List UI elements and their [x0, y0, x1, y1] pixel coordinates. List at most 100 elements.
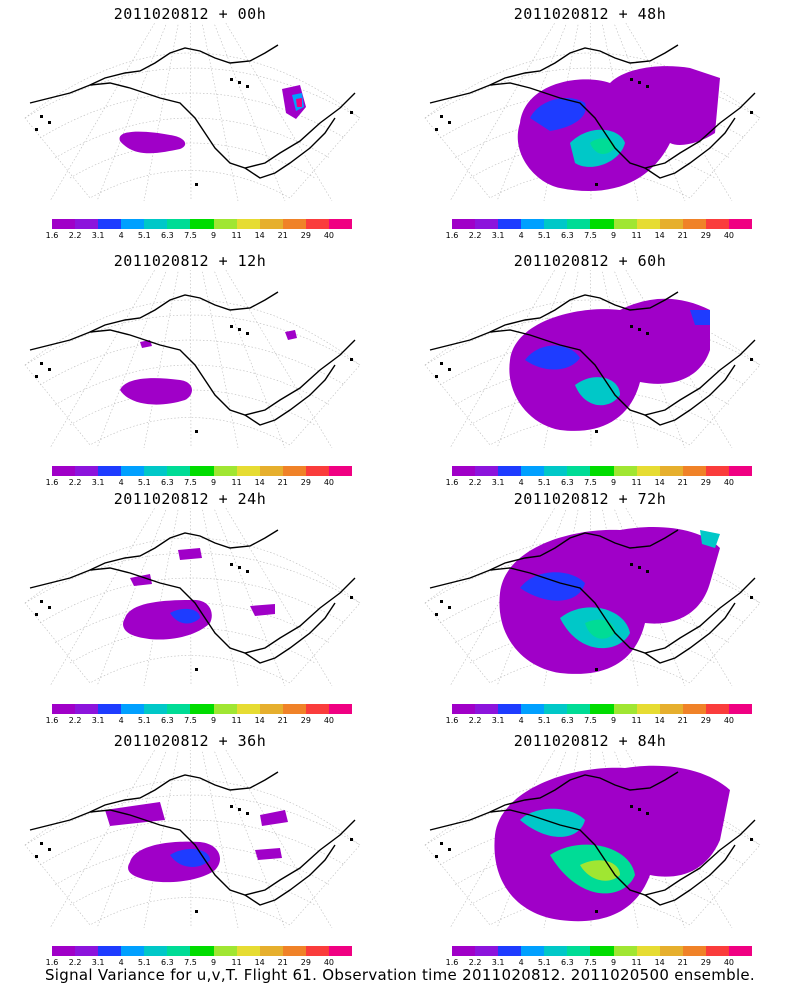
colorbar-swatch — [544, 704, 568, 714]
colorbar: 1.6 2.2 3.1 4 5.1 6.3 7.5 9 11 14 21 29 40 — [46, 946, 353, 970]
variance-contour — [255, 848, 282, 860]
colorbar-swatch — [98, 466, 122, 476]
colorbar-swatch — [121, 219, 145, 229]
colorbar-tick-label: 9 — [610, 716, 617, 725]
colorbar-tick-label: 29 — [700, 958, 711, 967]
colorbar: 1.6 2.2 3.1 4 5.1 6.3 7.5 9 11 14 21 29 40 — [46, 219, 353, 243]
panel-title: 2011020812 + 72h — [513, 490, 667, 508]
colorbar-swatch — [498, 704, 522, 714]
longitude-gridline — [143, 508, 179, 687]
colorbar-tick-label: 9 — [610, 958, 617, 967]
forecast-panel: 2011020812 + 24h 1.6 2.2 3.1 4 5.1 6.3 7.5 9 11 14… — [0, 490, 380, 730]
colorbar-tick-label: 7.5 — [584, 478, 597, 487]
colorbar-tick-label: 7.5 — [184, 716, 197, 725]
colorbar-swatch — [521, 219, 545, 229]
colorbar-tick-label: 29 — [300, 478, 311, 487]
colorbar-swatch — [636, 704, 661, 714]
colorbar-tick-label: 40 — [323, 478, 335, 487]
coastline — [489, 291, 679, 333]
colorbar-tick-label: 4 — [118, 958, 124, 967]
colorbar-swatch — [705, 466, 730, 476]
island — [246, 812, 249, 815]
variance-contour — [105, 802, 165, 826]
colorbar-swatch — [590, 704, 615, 714]
island — [230, 563, 233, 566]
map-domain-outline — [24, 52, 361, 199]
colorbar-tick-label: 2.2 — [468, 231, 482, 240]
panel-title: 2011020812 + 00h — [113, 5, 267, 23]
colorbar-swatch — [475, 466, 499, 476]
longitude-gridline — [213, 508, 286, 687]
island — [750, 596, 753, 599]
coastline — [244, 117, 336, 179]
colorbar-tick-label: 1.6 — [45, 478, 59, 487]
polar-map — [24, 270, 361, 449]
colorbar-swatch — [190, 946, 215, 956]
colorbar-tick-label: 6.3 — [161, 478, 174, 487]
colorbar-swatch — [282, 219, 307, 229]
longitude-gridline — [49, 270, 156, 449]
colorbar-swatch — [567, 946, 591, 956]
colorbar-swatch — [613, 466, 638, 476]
island — [238, 808, 241, 811]
colorbar-swatch — [475, 704, 499, 714]
island — [48, 848, 51, 851]
island — [448, 606, 451, 609]
variance-contour — [525, 345, 580, 370]
colorbar-tick-label: 3.1 — [491, 478, 505, 487]
colorbar-tick-label: 11 — [231, 958, 242, 967]
variance-contour — [178, 548, 202, 560]
colorbar-tick-label: 7.5 — [184, 231, 197, 240]
island — [40, 115, 43, 118]
colorbar-swatch — [659, 704, 684, 714]
colorbar-tick-label: 11 — [631, 478, 642, 487]
coastline — [429, 809, 756, 896]
colorbar-tick-label: 5.1 — [537, 231, 551, 240]
forecast-panel: 2011020812 + 84h 1.6 2.2 3.1 4 5.1 6.3 7.5 9 11 14… — [400, 732, 780, 972]
colorbar-swatch — [52, 704, 76, 714]
island — [750, 111, 753, 114]
island — [48, 121, 51, 124]
island — [646, 332, 649, 335]
colorbar-swatch — [167, 704, 191, 714]
variance-contour — [575, 377, 620, 406]
colorbar-tick-label: 2.2 — [68, 478, 82, 487]
longitude-gridline — [189, 270, 192, 449]
colorbar-swatch — [52, 946, 76, 956]
colorbar-tick-label: 9 — [610, 231, 617, 240]
colorbar-tick-label: 14 — [654, 716, 665, 725]
longitude-gridline — [613, 270, 686, 449]
island — [230, 78, 233, 81]
colorbar-tick-label: 2.2 — [68, 716, 82, 725]
colorbar-swatch — [475, 946, 499, 956]
island — [638, 566, 641, 569]
colorbar-tick-label: 3.1 — [491, 958, 505, 967]
colorbar-swatch — [567, 466, 591, 476]
colorbar-swatch — [613, 219, 638, 229]
island — [435, 375, 438, 378]
colorbar-swatch — [167, 219, 191, 229]
colorbar-tick-label: 14 — [254, 478, 265, 487]
island — [246, 85, 249, 88]
polar-map — [24, 750, 361, 929]
colorbar-tick-label: 14 — [254, 958, 265, 967]
colorbar-swatch — [705, 946, 730, 956]
colorbar: 1.6 2.2 3.1 4 5.1 6.3 7.5 9 11 14 21 29 40 — [446, 704, 753, 728]
colorbar-tick-label: 6.3 — [561, 958, 574, 967]
polar-map — [424, 270, 761, 449]
island — [440, 600, 443, 603]
coastline — [29, 329, 356, 416]
latitude-gridline — [24, 794, 361, 846]
variance-contour — [260, 810, 288, 826]
polar-map — [424, 750, 761, 929]
colorbar-tick-label: 1.6 — [445, 478, 459, 487]
colorbar-swatch — [682, 704, 707, 714]
colorbar-tick-label: 9 — [210, 958, 217, 967]
variance-contour — [580, 860, 620, 881]
colorbar-swatch — [521, 946, 545, 956]
coastline — [244, 364, 336, 426]
longitude-gridline — [49, 23, 156, 202]
colorbar-tick-label: 3.1 — [491, 231, 505, 240]
panel-title: 2011020812 + 24h — [113, 490, 267, 508]
coastline — [644, 117, 736, 179]
